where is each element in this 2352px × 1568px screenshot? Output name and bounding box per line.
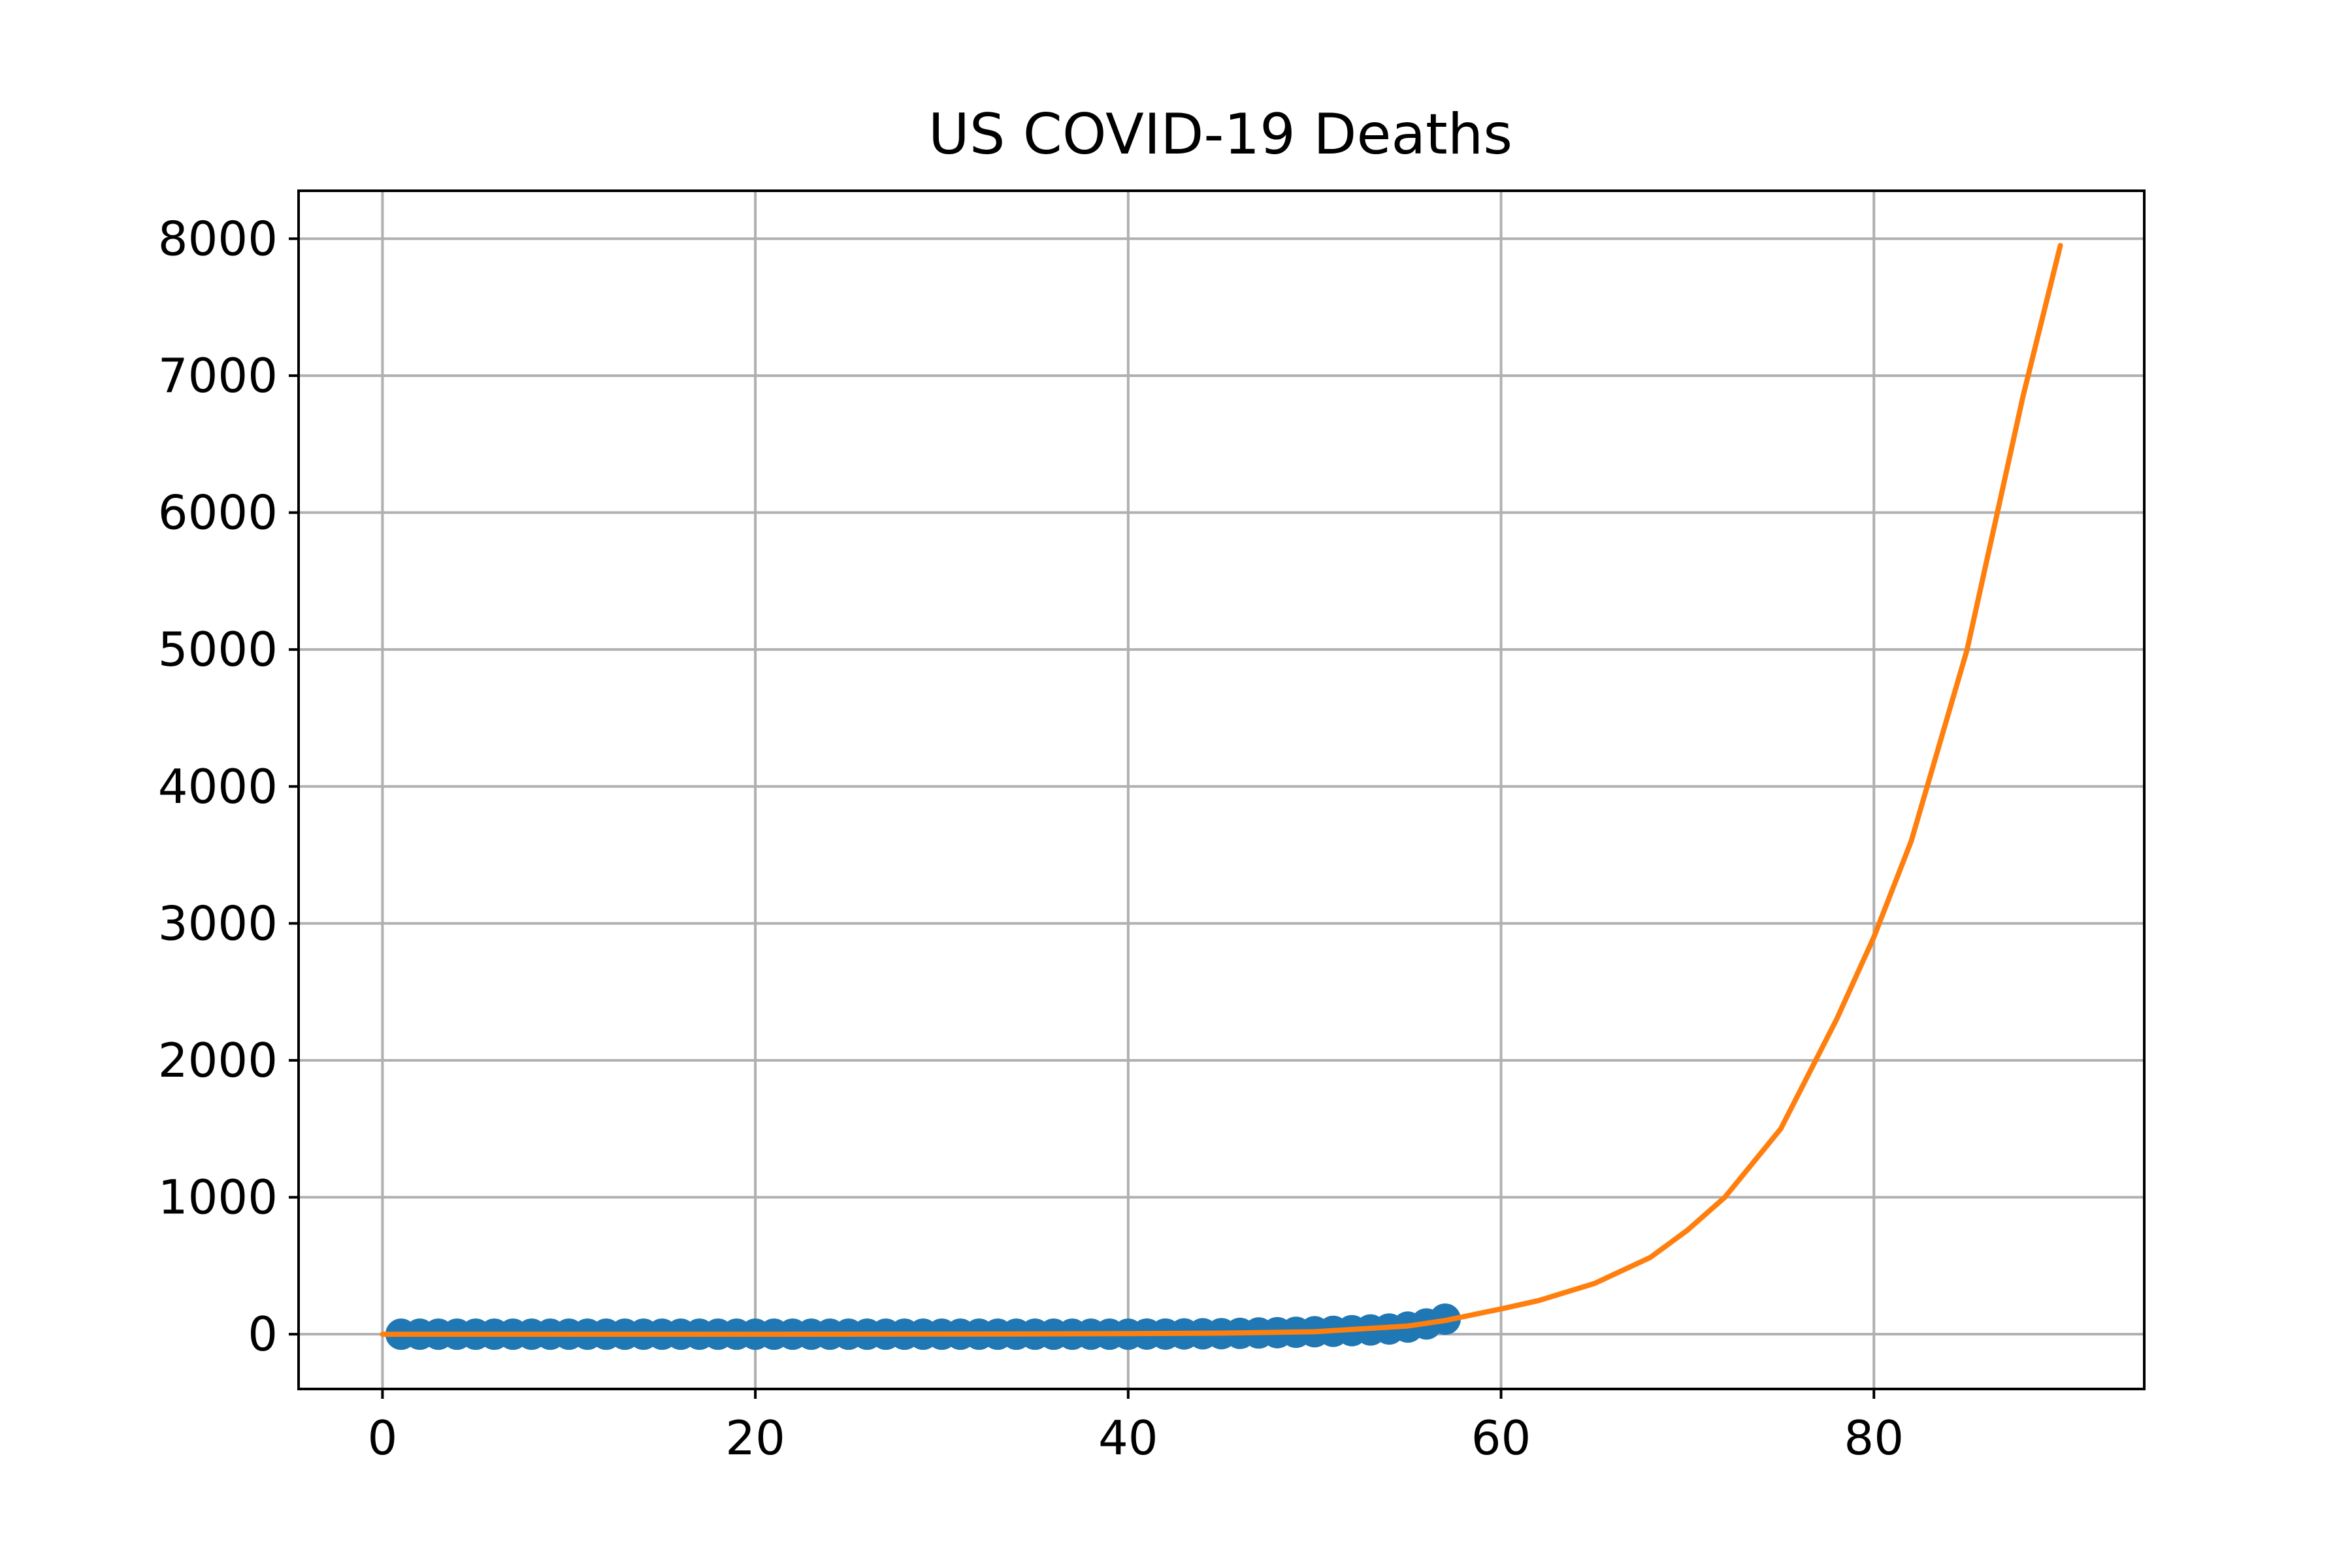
x-tick-label: 0	[368, 1411, 398, 1465]
y-tick-label: 0	[248, 1307, 278, 1362]
x-tick-label: 80	[1844, 1411, 1904, 1465]
y-tick-label: 4000	[158, 759, 278, 814]
y-tick-label: 8000	[158, 211, 278, 266]
x-tick-label: 60	[1471, 1411, 1531, 1465]
y-tick-label: 2000	[158, 1033, 278, 1088]
x-tick-label: 40	[1098, 1411, 1158, 1465]
y-tick-label: 7000	[158, 348, 278, 403]
y-tick-label: 3000	[158, 896, 278, 951]
x-axis: 0 20 40 60 80	[368, 1389, 1904, 1465]
fit-curve-line	[380, 242, 2063, 1337]
y-axis: 0 1000 2000 3000 4000 5000 6000 7000 8000	[158, 211, 299, 1362]
chart-title: US COVID-19 Deaths	[928, 102, 1512, 167]
grid	[299, 191, 2144, 1389]
plot-area	[380, 242, 2063, 1350]
axes-frame	[297, 189, 2146, 1390]
y-tick-label: 5000	[158, 622, 278, 677]
x-tick-label: 20	[725, 1411, 785, 1465]
y-tick-label: 1000	[158, 1170, 278, 1225]
y-tick-label: 6000	[158, 485, 278, 540]
